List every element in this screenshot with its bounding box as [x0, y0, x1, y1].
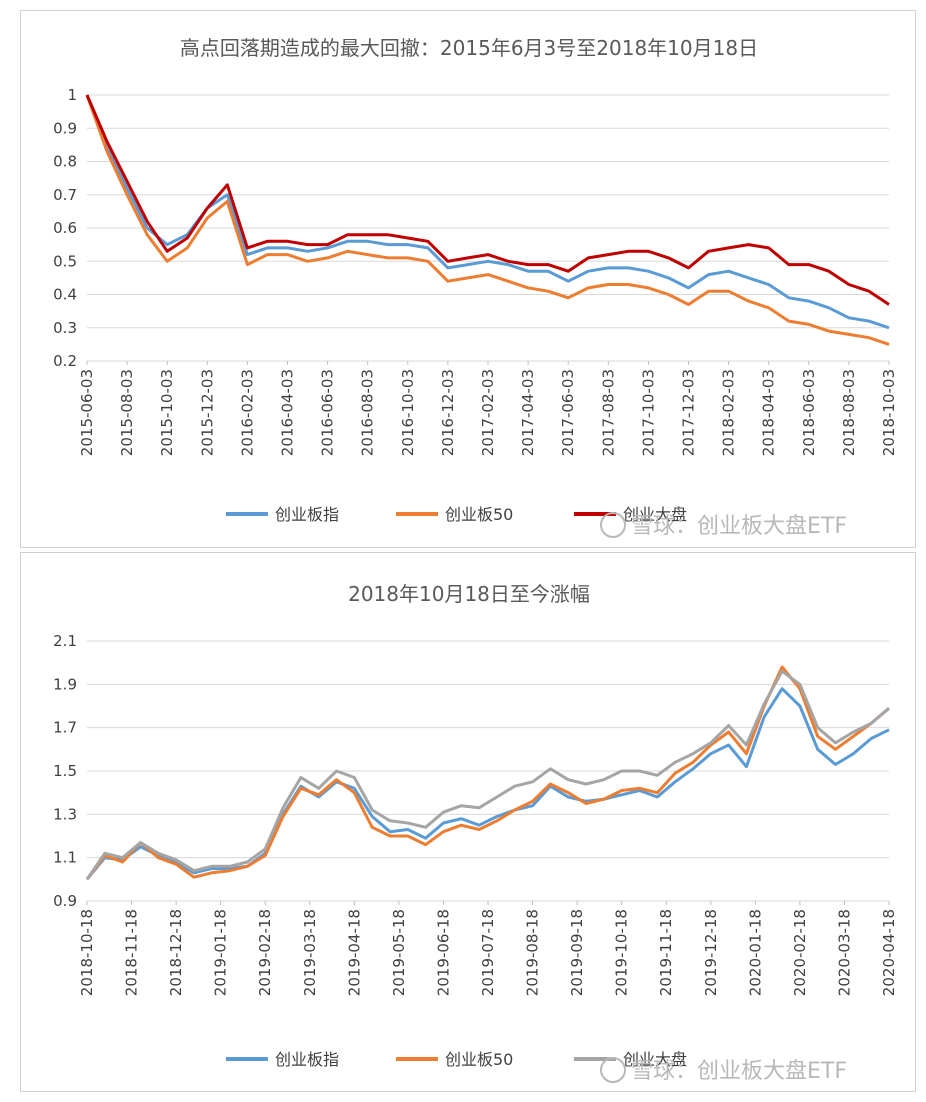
x-tick-label: 2015-10-03	[158, 369, 176, 456]
x-tick-label: 2018-04-03	[760, 369, 778, 456]
legend-label: 创业板50	[445, 505, 513, 524]
x-tick-label: 2019-12-18	[702, 909, 720, 996]
x-tick-label: 2020-04-18	[880, 909, 898, 996]
x-tick-label: 2015-12-03	[198, 369, 216, 456]
legend-label: 创业板指	[275, 1050, 339, 1069]
legend-label: 创业板50	[445, 1050, 513, 1069]
y-tick-label: 2.1	[53, 632, 77, 650]
gain-chart: 2018年10月18日至今涨幅 2.1 1.9 1.7 1.5 1.3 1.1 0.9 20…	[53, 582, 898, 1084]
y-tick-label: 1.3	[53, 805, 77, 823]
x-tick-label: 2016-08-03	[359, 369, 377, 456]
chart-legend: 创业板指 创业板50 创业大盘	[226, 505, 687, 524]
x-tick-label: 2016-06-03	[319, 369, 337, 456]
x-tick-label: 2019-05-18	[390, 909, 408, 996]
watermark-logo-icon	[600, 512, 626, 538]
x-tick-label: 2018-06-03	[800, 369, 818, 456]
chart-title: 2018年10月18日至今涨幅	[348, 582, 590, 606]
x-tick-label: 2016-12-03	[439, 369, 457, 456]
y-tick-label: 0.5	[53, 252, 77, 270]
y-tick-label: 0.6	[53, 219, 77, 237]
x-tick-label: 2019-11-18	[657, 909, 675, 996]
series-line-2	[85, 94, 890, 346]
watermark: 雪球：创业板大盘ETF	[600, 512, 847, 539]
y-tick-label: 0.8	[53, 153, 77, 171]
y-tick-label: 1.1	[53, 849, 77, 867]
legend-label: 创业大盘	[623, 505, 687, 524]
legend-label: 创业大盘	[623, 1050, 687, 1069]
x-tick-label: 2019-09-18	[568, 909, 586, 996]
y-tick-label: 0.4	[53, 286, 77, 304]
series-line-3	[85, 669, 890, 881]
x-tick-label: 2017-02-03	[479, 369, 497, 456]
y-tick-label: 0.2	[53, 352, 77, 370]
x-tick-label: 2015-06-03	[78, 369, 96, 456]
x-tick-label: 2019-10-18	[613, 909, 631, 996]
x-tick-label: 2016-04-03	[279, 369, 297, 456]
x-tick-label: 2019-07-18	[479, 909, 497, 996]
x-tick-label: 2017-12-03	[680, 369, 698, 456]
drawdown-chart: 高点回落期造成的最大回撤：2015年6月3号至2018年10月18日 1 0.9 0…	[53, 36, 898, 539]
y-tick-label: 1.5	[53, 762, 77, 780]
x-tick-label: 2018-10-03	[880, 369, 898, 456]
series-line-3	[85, 94, 890, 306]
watermark-logo-icon	[600, 1057, 626, 1083]
x-tick-label: 2016-10-03	[399, 369, 417, 456]
watermark-text: 雪球：创业板大盘ETF	[631, 514, 847, 539]
watermark: 雪球：创业板大盘ETF	[600, 1057, 847, 1084]
x-tick-label: 2019-04-18	[345, 909, 363, 996]
watermark-text: 雪球：创业板大盘ETF	[631, 1059, 847, 1084]
x-tick-label: 2020-02-18	[791, 909, 809, 996]
x-tick-label: 2020-01-18	[746, 909, 764, 996]
series-line-1	[85, 94, 890, 330]
y-tick-label: 0.9	[53, 119, 77, 137]
x-tick-label: 2018-10-18	[78, 909, 96, 996]
x-tick-label: 2018-11-18	[123, 909, 141, 996]
x-tick-label: 2019-08-18	[524, 909, 542, 996]
y-tick-label: 0.9	[53, 892, 77, 910]
y-tick-label: 1	[67, 86, 77, 104]
x-tick-label: 2019-06-18	[434, 909, 452, 996]
x-tick-label: 2017-04-03	[519, 369, 537, 456]
x-tick-label: 2020-03-18	[835, 909, 853, 996]
y-tick-label: 0.7	[53, 186, 77, 204]
chart-title: 高点回落期造成的最大回撤：2015年6月3号至2018年10月18日	[180, 36, 758, 60]
x-tick-label: 2018-08-03	[840, 369, 858, 456]
x-tick-label: 2016-02-03	[238, 369, 256, 456]
x-tick-label: 2017-06-03	[559, 369, 577, 456]
x-tick-label: 2018-02-03	[720, 369, 738, 456]
x-tick-label: 2015-08-03	[118, 369, 136, 456]
drawdown-chart-panel: 高点回落期造成的最大回撤：2015年6月3号至2018年10月18日 1 0.9 0…	[20, 10, 916, 548]
y-tick-label: 0.3	[53, 319, 77, 337]
y-tick-label: 1.9	[53, 675, 77, 693]
x-tick-label: 2019-01-18	[212, 909, 230, 996]
legend-label: 创业板指	[275, 505, 339, 524]
x-tick-label: 2019-03-18	[301, 909, 319, 996]
x-tick-label: 2017-08-03	[599, 369, 617, 456]
gain-chart-panel: 2018年10月18日至今涨幅 2.1 1.9 1.7 1.5 1.3 1.1 0.9 20…	[20, 552, 916, 1092]
x-tick-label: 2017-10-03	[639, 369, 657, 456]
series-line-2	[85, 665, 890, 881]
x-tick-label: 2018-12-18	[167, 909, 185, 996]
series-line-1	[85, 687, 890, 881]
x-tick-label: 2019-02-18	[256, 909, 274, 996]
y-tick-label: 1.7	[53, 719, 77, 737]
